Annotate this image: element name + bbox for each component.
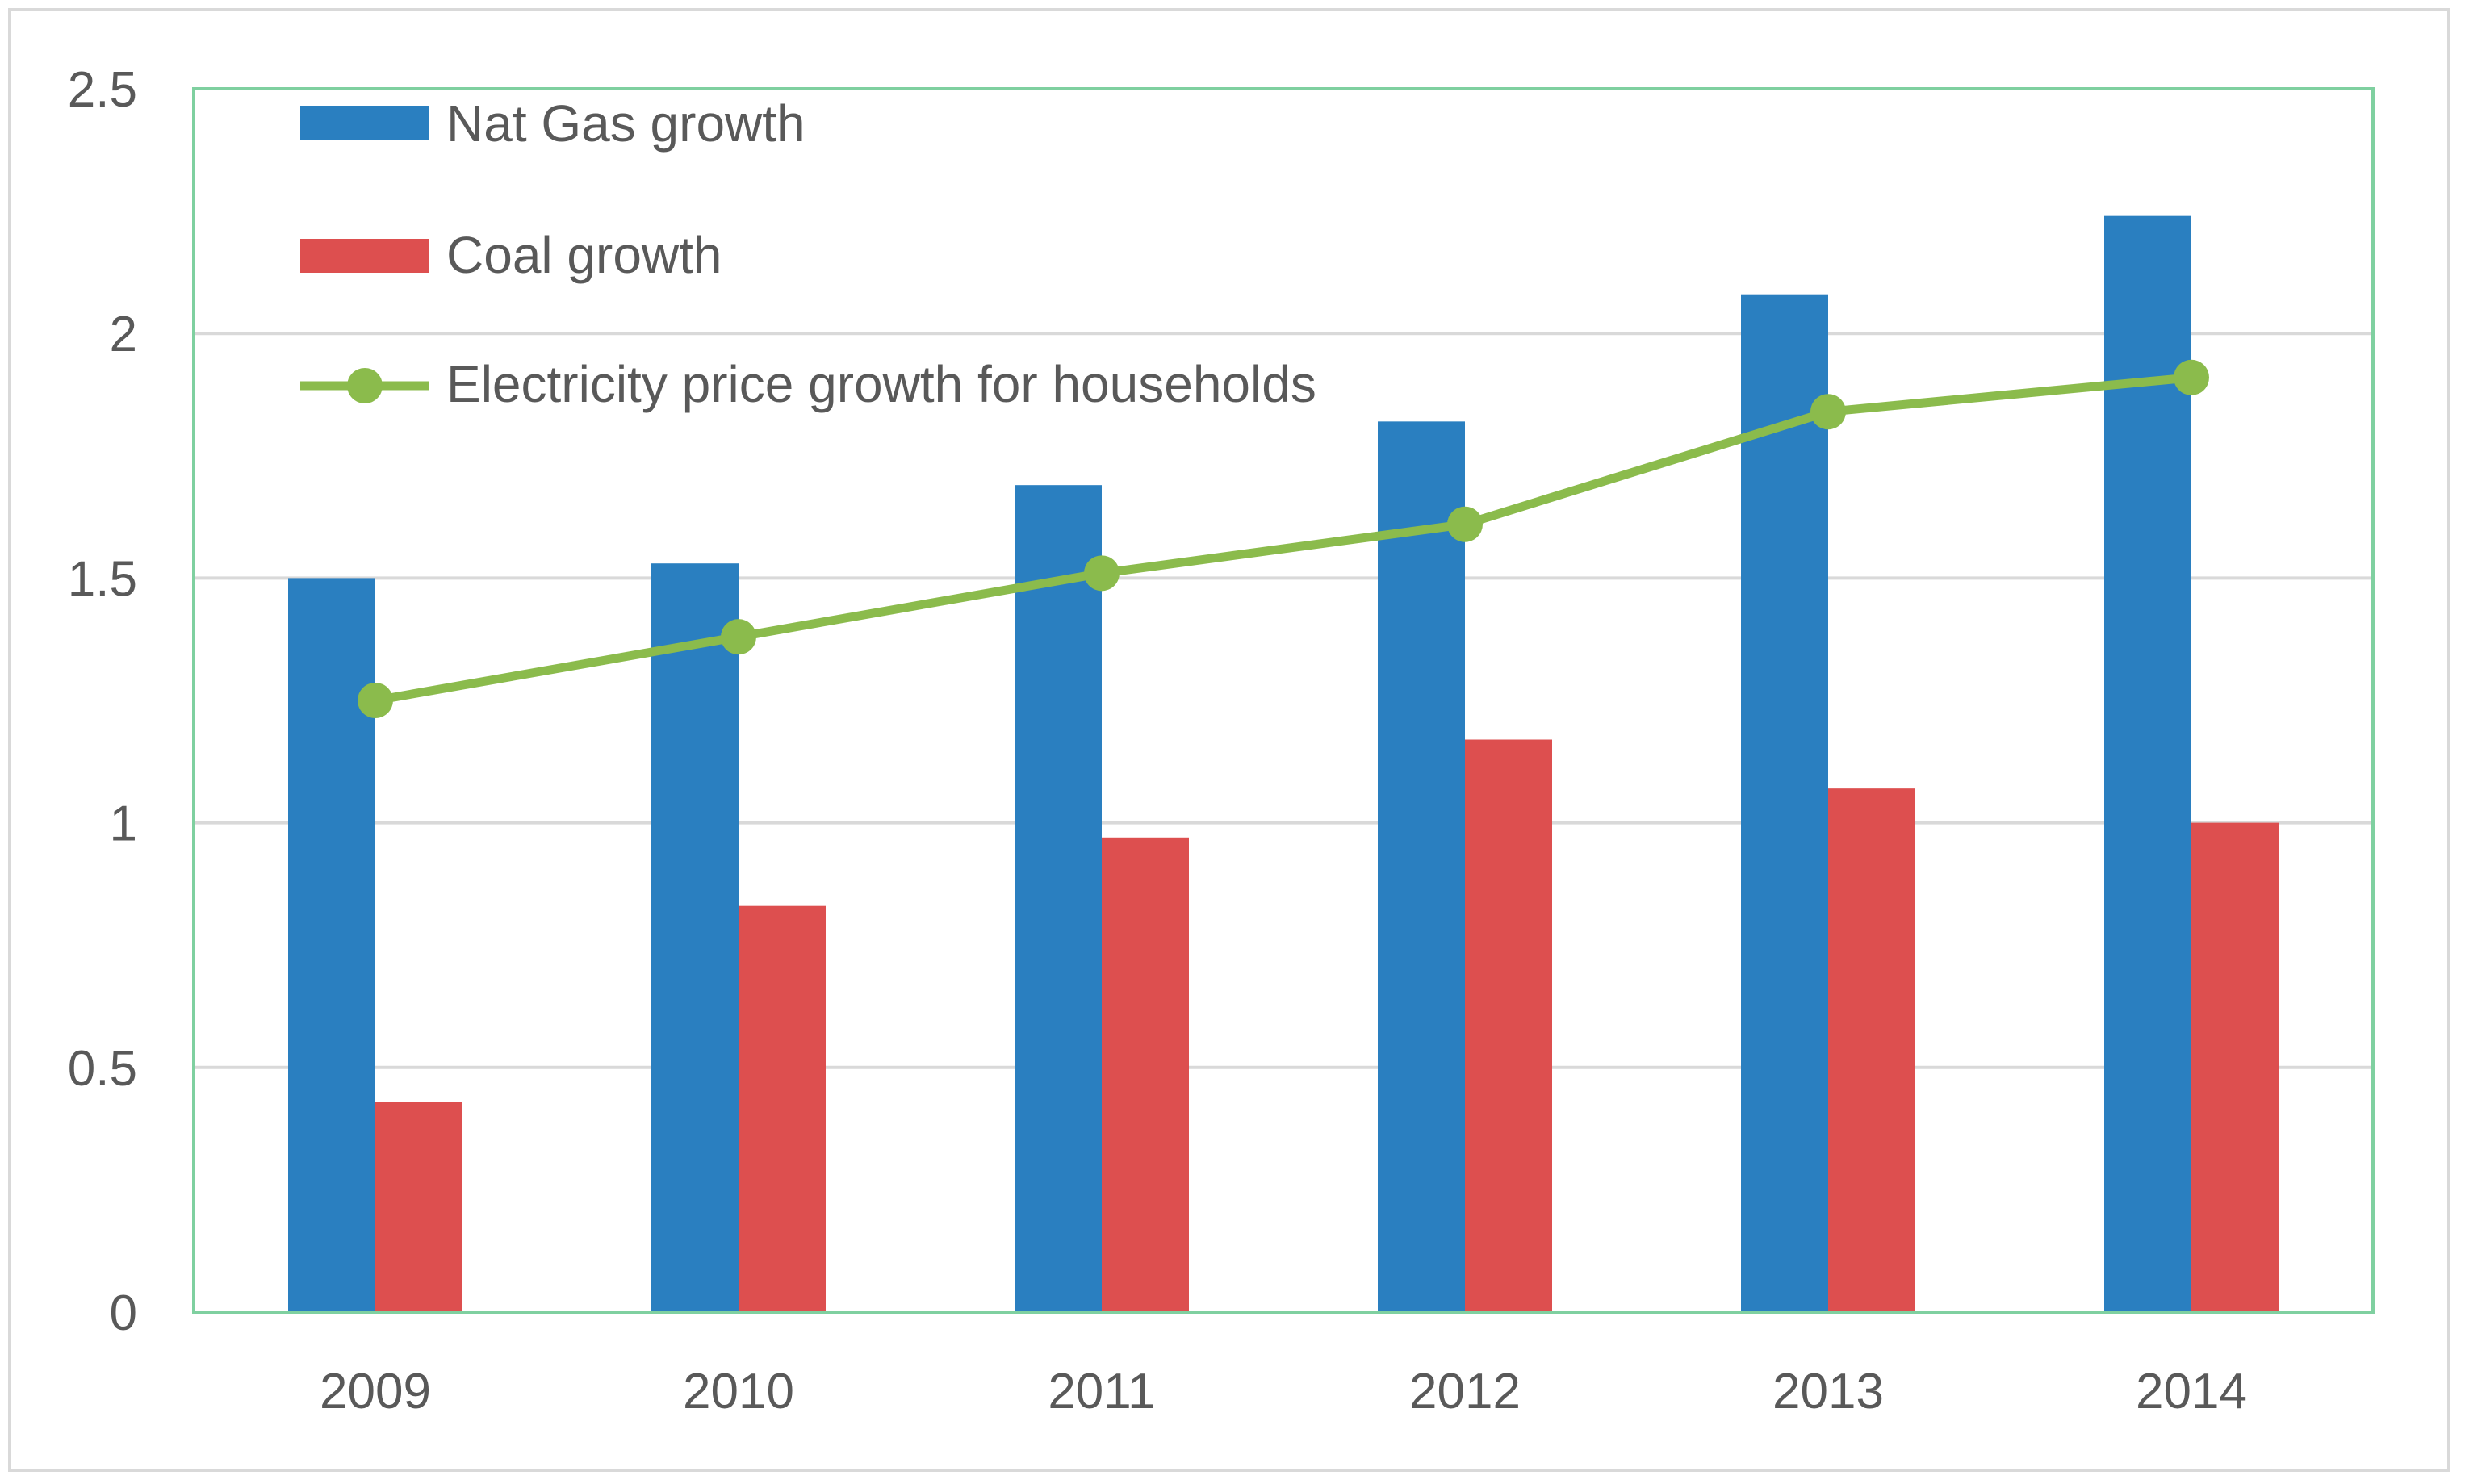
electricity-price-marker (721, 619, 756, 655)
coal-bar (1102, 837, 1189, 1312)
nat-gas-bar (2104, 215, 2191, 1312)
legend-label-nat-gas: Nat Gas growth (446, 94, 806, 153)
nat-gas-bar (651, 563, 739, 1312)
y-tick-label: 2 (110, 307, 137, 362)
x-tick-label: 2011 (1048, 1364, 1155, 1419)
coal-bar (739, 905, 826, 1312)
y-tick-label: 1.5 (68, 551, 137, 607)
coal-bar (1828, 788, 1915, 1312)
coal-bar (375, 1102, 462, 1312)
legend-swatch-coal (300, 239, 429, 273)
legend: Nat Gas growth Coal growth Electricity pri… (300, 94, 1316, 413)
nat-gas-bar (1015, 485, 1102, 1312)
nat-gas-bar (1378, 421, 1465, 1312)
legend-label-electricity: Electricity price growth for households (446, 355, 1316, 413)
y-tick-label: 2.5 (68, 62, 137, 118)
electricity-price-marker (1084, 555, 1120, 592)
nat-gas-bar (288, 578, 375, 1312)
legend-swatch-nat-gas (300, 106, 429, 140)
electricity-price-marker (1447, 506, 1483, 542)
y-tick-label: 0.5 (68, 1041, 137, 1097)
x-tick-label: 2013 (1772, 1364, 1884, 1419)
electricity-price-marker (358, 683, 393, 718)
y-tick-label: 0 (110, 1285, 137, 1341)
line-layer (358, 359, 2209, 718)
bars-layer (288, 215, 2279, 1312)
nat-gas-bar (1741, 294, 1828, 1312)
y-tick-label: 1 (110, 796, 137, 852)
electricity-price-marker (2174, 359, 2209, 395)
plot-area-border (192, 87, 2375, 1314)
legend-swatch-electricity-marker (347, 368, 383, 403)
axis-layer: 0 0.5 1 1.5 2 2.5 2009 2010 2011 2012 2013 2014 (68, 62, 2375, 1419)
coal-bar (1465, 739, 1552, 1312)
x-tick-label: 2012 (1409, 1364, 1521, 1419)
legend-label-coal: Coal growth (446, 226, 722, 284)
x-tick-label: 2014 (2136, 1364, 2247, 1419)
coal-bar (2191, 822, 2279, 1312)
x-tick-label: 2010 (683, 1364, 794, 1419)
electricity-price-marker (1810, 394, 1846, 430)
x-tick-label: 2009 (320, 1364, 431, 1419)
electricity-price-line (375, 373, 2192, 705)
